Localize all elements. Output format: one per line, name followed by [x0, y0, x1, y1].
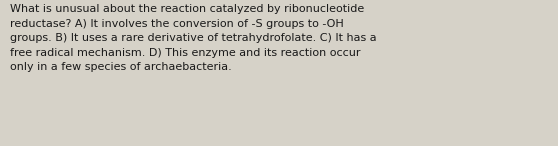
Text: What is unusual about the reaction catalyzed by ribonucleotide
reductase? A) It : What is unusual about the reaction catal… — [10, 4, 377, 72]
